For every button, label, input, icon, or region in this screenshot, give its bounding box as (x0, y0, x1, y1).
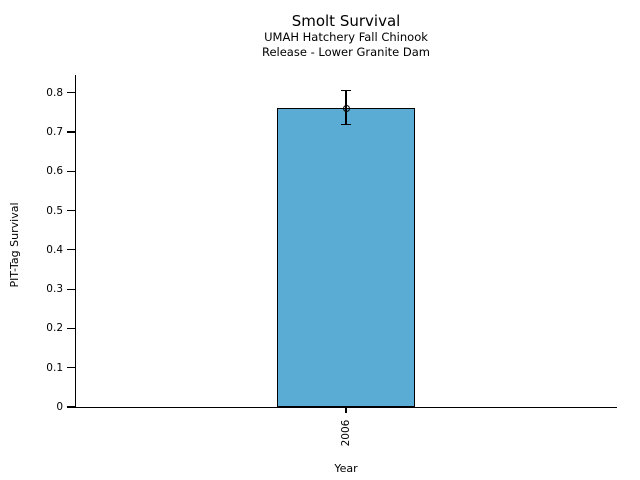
y-tick (67, 170, 75, 172)
y-tick (67, 288, 75, 290)
y-tick-label: 0.7 (46, 125, 63, 138)
y-tick (67, 131, 75, 133)
y-tick-label: 0.1 (46, 361, 63, 374)
y-tick (67, 406, 75, 408)
y-tick-label: 0.2 (46, 322, 63, 335)
chart-subtitle-line-1: UMAH Hatchery Fall Chinook (264, 30, 428, 44)
y-tick (67, 367, 75, 369)
x-tick-label: 2006 (340, 419, 352, 447)
error-bar-cap-bottom (341, 123, 351, 125)
y-tick (67, 327, 75, 329)
y-tick (67, 249, 75, 251)
y-tick-label: 0 (56, 401, 63, 413)
y-tick-label: 0.4 (46, 243, 63, 256)
y-tick (67, 92, 75, 94)
x-tick (345, 408, 347, 414)
y-tick-label: 0.8 (46, 86, 63, 99)
x-axis-label: Year (334, 462, 358, 475)
x-axis-spine (75, 407, 617, 409)
data-point-marker (342, 104, 350, 112)
chart-title: Smolt Survival (291, 12, 401, 30)
y-tick-label: 0.6 (46, 165, 63, 178)
chart-subtitle-line-2: Release - Lower Granite Dam (261, 45, 431, 59)
y-tick (67, 209, 75, 212)
bar-2006 (277, 108, 415, 407)
error-bar-cap-top (341, 90, 351, 92)
y-tick-label: 0.5 (46, 204, 63, 217)
y-axis-spine (75, 75, 77, 409)
y-tick-label: 0.3 (46, 283, 63, 296)
